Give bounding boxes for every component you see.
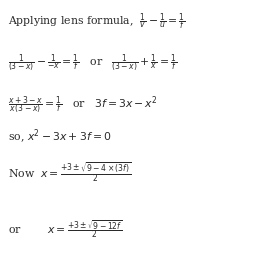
Text: $\frac{1}{(3-x)}-\frac{1}{-x}=\frac{1}{f}$   or   $\frac{1}{(3-x)}+\frac{1}{x}=\: $\frac{1}{(3-x)}-\frac{1}{-x}=\frac{1}{f… [8,52,178,74]
Text: $\frac{x+3-x}{x\,(3-x)}=\frac{1}{f}$   or   $3f=3x-x^2$: $\frac{x+3-x}{x\,(3-x)}=\frac{1}{f}$ or … [8,94,158,116]
Text: Now  $x=\frac{+3\pm\sqrt{9-4\times(3f)}}{2}$: Now $x=\frac{+3\pm\sqrt{9-4\times(3f)}}{… [8,161,131,184]
Text: or        $x=\frac{+3\pm\sqrt{9-12f}}{2}$: or $x=\frac{+3\pm\sqrt{9-12f}}{2}$ [8,218,123,240]
Text: Applying lens formula,  $\frac{1}{v}-\frac{1}{u}=\frac{1}{f}$: Applying lens formula, $\frac{1}{v}-\fra… [8,12,186,33]
Text: so, $x^2-3x+3f=0$: so, $x^2-3x+3f=0$ [8,128,112,146]
